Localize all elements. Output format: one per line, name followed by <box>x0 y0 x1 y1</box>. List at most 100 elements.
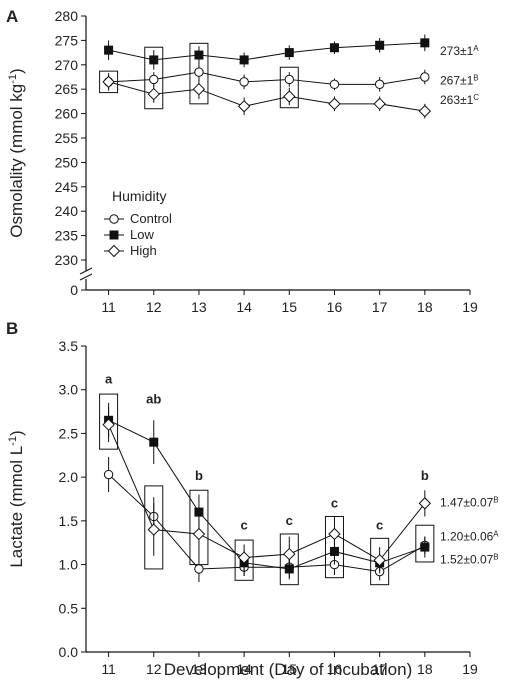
chart-panel-b: B 0.0 0.5 1.0 1.5 2.0 2.5 3.0 3.5 11 12 13 14 15 16 17 1… <box>6 319 499 679</box>
y-axis-label: Osmolality (mmol kg-1) <box>7 68 26 237</box>
data-point <box>373 97 386 111</box>
y-tick-label: 3.5 <box>59 338 79 354</box>
significance-letter: ab <box>146 392 161 407</box>
legend-entry: Low <box>130 227 154 242</box>
data-point <box>328 527 341 541</box>
series-high <box>102 73 432 119</box>
data-point <box>147 87 160 101</box>
y-tick-label: 240 <box>55 203 79 219</box>
y-tick-label: 255 <box>55 130 79 146</box>
data-point <box>420 38 430 48</box>
significance-box <box>234 539 254 581</box>
y-tick-label: 1.5 <box>59 513 79 529</box>
x-tick-label: 13 <box>191 299 207 315</box>
significance-letter: c <box>286 513 293 528</box>
x-tick-label: 13 <box>191 661 207 677</box>
y-tick-label: 0 <box>70 282 78 298</box>
x-tick-label: 15 <box>282 299 298 315</box>
data-point <box>420 542 430 552</box>
x-tick-label: 17 <box>372 299 388 315</box>
y-tick-label: 260 <box>55 106 79 122</box>
legend-marker <box>109 214 119 224</box>
end-label: 267±1B <box>440 73 479 88</box>
x-tick-label: 14 <box>236 661 252 677</box>
legend-title: Humidity <box>112 188 166 204</box>
x-tick-label: 19 <box>462 661 478 677</box>
y-tick-label: 1.0 <box>59 557 79 573</box>
data-point <box>283 90 296 103</box>
x-tick-label: 19 <box>462 299 478 315</box>
x-tick-label: 11 <box>101 661 116 677</box>
significance-box <box>415 524 435 563</box>
data-point <box>104 45 114 55</box>
x-tick-label: 14 <box>236 299 252 315</box>
series-low <box>104 34 430 70</box>
y-tick-label: 2.0 <box>59 469 79 485</box>
x-tick-label: 12 <box>146 661 162 677</box>
data-point <box>329 79 340 90</box>
data-point <box>149 74 159 85</box>
significance-letter: c <box>241 518 248 533</box>
data-point <box>103 469 114 480</box>
end-label: 273±1A <box>440 44 479 59</box>
significance-letter: a <box>105 372 113 387</box>
series-line <box>108 81 425 112</box>
series-line <box>108 419 425 570</box>
y-tick-label: 230 <box>55 252 79 268</box>
data-point <box>373 553 386 567</box>
y-tick-label: 270 <box>55 57 79 73</box>
data-point <box>192 82 206 96</box>
y-tick-label: 245 <box>55 179 79 195</box>
series-line <box>108 474 426 573</box>
data-point <box>284 74 294 85</box>
significance-letter: b <box>421 468 429 483</box>
data-point <box>418 104 432 118</box>
x-tick-label: 16 <box>327 661 343 677</box>
axis-break-mark <box>79 273 93 281</box>
y-tick-label: 2.5 <box>59 425 79 441</box>
y-tick-label: 3.0 <box>59 382 79 398</box>
series-high <box>102 407 432 574</box>
axis-break-mark <box>79 267 93 275</box>
y-tick-label: 0.0 <box>59 644 79 660</box>
x-tick-label: 12 <box>146 299 162 315</box>
y-tick-label: 265 <box>55 81 79 97</box>
data-point <box>192 527 206 541</box>
significance-letter: b <box>195 468 203 483</box>
y-axis-label: Lactate (mmol L-1) <box>7 430 26 567</box>
data-point <box>194 50 204 60</box>
data-point <box>418 497 432 510</box>
axis-break-gap <box>80 271 92 279</box>
series-line <box>108 424 426 561</box>
x-axis-label: Development (Day of Incubation) <box>164 660 413 679</box>
series-control <box>103 63 430 92</box>
significance-letter: c <box>376 518 383 533</box>
significance-letter: c <box>331 496 338 511</box>
x-tick-label: 11 <box>101 299 116 315</box>
end-label: 1.52±0.07B <box>440 552 499 567</box>
y-tick-label: 280 <box>55 8 79 24</box>
data-point <box>147 523 160 536</box>
end-label: 1.20±0.06A <box>440 529 499 544</box>
panel-label: B <box>6 319 18 338</box>
series-low <box>104 402 430 580</box>
series-line <box>108 71 425 85</box>
legend-marker <box>109 230 119 240</box>
data-point <box>239 55 249 65</box>
data-point <box>194 67 204 77</box>
data-point <box>194 564 204 574</box>
significance-box <box>279 533 299 586</box>
significance-box <box>279 66 299 109</box>
data-point <box>237 100 251 113</box>
end-label: 1.47±0.07B <box>440 495 499 510</box>
x-tick-label: 17 <box>372 661 388 677</box>
y-tick-label: 275 <box>55 32 79 48</box>
data-point <box>102 418 115 431</box>
y-tick-label: 250 <box>55 154 79 170</box>
data-point <box>375 40 385 50</box>
significance-box <box>370 537 390 586</box>
end-label: 263±1C <box>440 92 479 107</box>
x-tick-label: 18 <box>417 661 433 677</box>
